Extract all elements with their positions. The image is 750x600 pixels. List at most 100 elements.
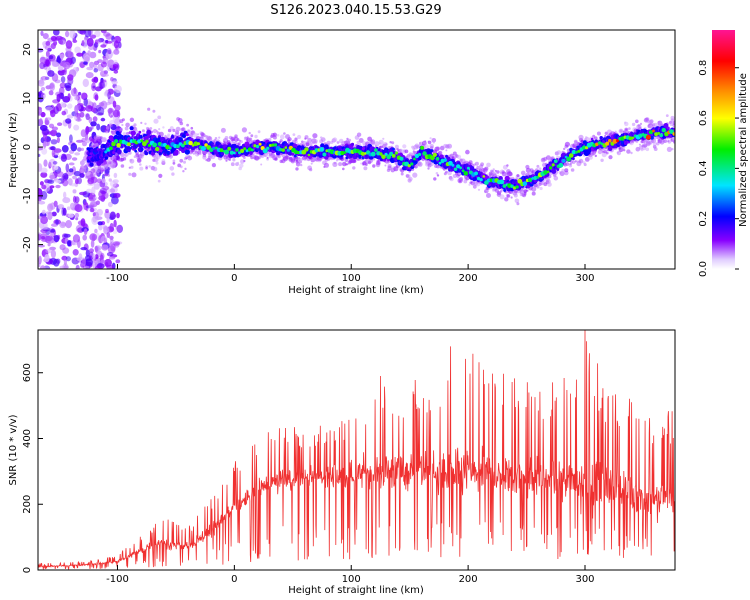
spectrogram-cell [108, 123, 113, 128]
spectrogram-cell [131, 131, 136, 136]
spectrogram-cell [449, 177, 454, 182]
spectrogram-cell [105, 33, 113, 40]
spectrogram-cell [551, 169, 557, 174]
spectrogram-cell [90, 126, 94, 130]
spectrogram-cell [228, 158, 231, 161]
spectrogram-cell [564, 168, 569, 173]
spectrogram-cell [40, 87, 46, 91]
spectrogram-cell [91, 176, 95, 181]
spectrogram-cell [38, 255, 42, 265]
spectrogram-cell [72, 39, 78, 43]
spectrogram-cell [172, 159, 176, 163]
spectrogram-cell [96, 112, 104, 116]
spectrogram-cell [149, 126, 153, 130]
spectrogram-cell [432, 141, 435, 144]
spectrogram-cell [239, 163, 244, 168]
spectrogram-cell [304, 135, 309, 140]
spectrogram-cell [105, 165, 109, 169]
spectrogram-cell [51, 126, 59, 131]
spectrogram-cell [211, 142, 215, 146]
spectrogram-cell [564, 141, 571, 147]
spectrogram-cell [433, 177, 437, 181]
spectrogram-cell [308, 142, 313, 146]
spectrogram-cell [374, 141, 380, 147]
spectrogram-cell [136, 158, 142, 163]
spectrogram-cell [290, 158, 296, 164]
spectrogram-cell [198, 152, 202, 156]
spectrogram-cell [128, 151, 132, 155]
spectrogram-cell [41, 209, 46, 215]
spectrogram-cell [478, 168, 482, 172]
spectrogram-cell [82, 141, 87, 147]
spectrogram-cell [266, 156, 269, 159]
spectrogram-cell [350, 142, 355, 146]
spectrogram-cell [97, 221, 103, 226]
spectrogram-cell [38, 215, 43, 219]
spectrogram-cell [594, 154, 597, 158]
spectrogram-cell [124, 126, 129, 131]
spectrogram-cell [630, 151, 633, 155]
spectrogram-cell [260, 163, 263, 166]
spectrogram-cell [121, 123, 124, 127]
spectrogram-cell [356, 132, 362, 137]
spectrogram-cell [44, 58, 52, 67]
spectrogram-cell [38, 118, 43, 126]
spectrogram-cell [80, 92, 87, 100]
spectrogram-cell [94, 254, 99, 260]
spectrogram-cell [82, 78, 90, 88]
spectrogram-cell [140, 135, 143, 139]
spectrogram-cell [91, 186, 96, 196]
spectrogram-cell [593, 151, 596, 154]
spectrogram-cell [379, 145, 383, 149]
spectrogram-cell [445, 170, 448, 174]
spectrogram-cell [412, 172, 418, 178]
spectrogram-cell [631, 122, 636, 127]
spectrogram-cell [72, 175, 77, 180]
spectrogram-cell [320, 143, 325, 148]
spectrogram-cell [129, 158, 135, 164]
spectrogram-cell [496, 170, 500, 174]
spectrogram-cell [101, 73, 109, 77]
spectrogram-cell [513, 193, 518, 198]
spectrogram-cell [297, 134, 302, 140]
spectrogram-cell [49, 129, 58, 137]
spectrogram-cell [139, 163, 142, 166]
spectrogram-cell [84, 258, 93, 267]
spectrogram-cell [108, 161, 112, 165]
spectrogram-cell [391, 141, 395, 145]
spectrogram-cell [98, 102, 105, 107]
spectrogram-cell [510, 196, 513, 199]
spectrogram-cell [45, 235, 53, 242]
spectrogram-cell [83, 201, 89, 211]
spectrogram-cell [201, 133, 206, 138]
spectrogram-cell [47, 70, 55, 77]
spectrogram-cell [94, 30, 101, 37]
spectrogram-cell [38, 142, 41, 147]
spectrogram-cell [85, 125, 90, 135]
spectrogram-cell [75, 217, 79, 221]
spectrogram-cell [429, 137, 432, 140]
spectrogram-cell [90, 200, 95, 205]
spectrogram-cell [338, 162, 343, 167]
spectrogram-cell [161, 159, 166, 164]
spectrogram-cell [50, 43, 56, 50]
spectrogram-cell [79, 191, 87, 196]
spectrogram-cell [241, 127, 247, 133]
spectrogram-cell [74, 204, 83, 213]
spectrogram-cell [133, 155, 137, 158]
spectrogram-cell [82, 53, 90, 62]
spectrogram-cell [65, 163, 70, 172]
spectrogram-cell [101, 136, 107, 143]
spectrogram-cell [113, 40, 119, 49]
spectrogram-cell [314, 141, 318, 144]
spectrogram-cell [65, 256, 72, 262]
spectrogram-cell [113, 155, 117, 160]
spectrogram-cell [172, 161, 176, 165]
spectrogram-cell [50, 35, 58, 42]
spectrogram-cell [158, 173, 163, 178]
spectrogram-cell [276, 134, 280, 137]
spectrogram-cell [109, 235, 114, 240]
spectrogram-cell [89, 51, 97, 59]
spectrogram-cell [153, 118, 159, 124]
